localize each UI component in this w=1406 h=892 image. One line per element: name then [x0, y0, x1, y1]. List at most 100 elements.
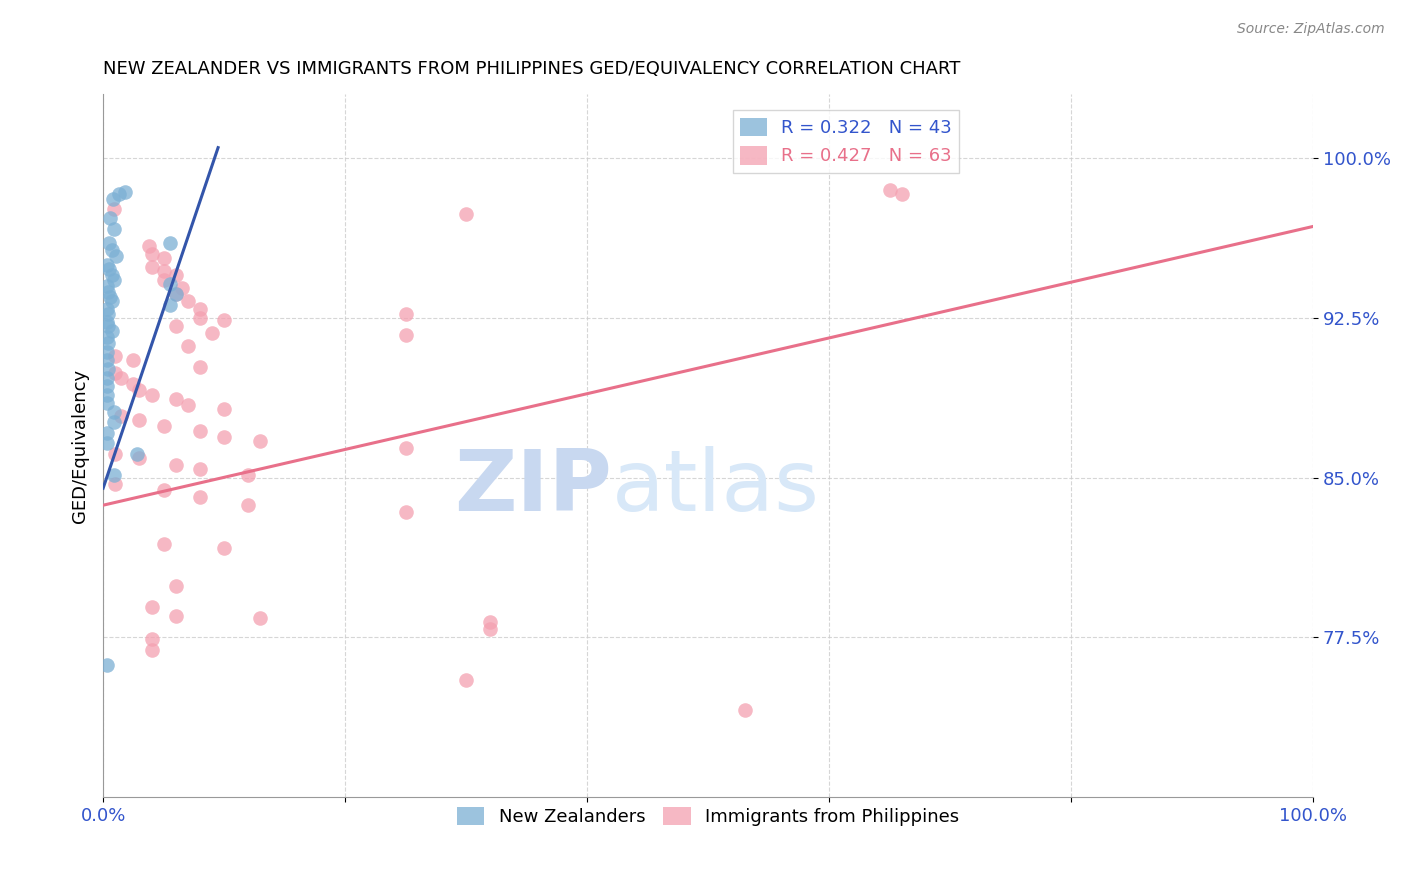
Point — [159, 298, 181, 312]
Point — [100, 211, 122, 225]
Point — [101, 192, 124, 206]
Point — [100, 290, 122, 304]
Text: atlas: atlas — [612, 446, 820, 529]
Point — [479, 615, 502, 630]
Point — [734, 702, 756, 716]
Point — [456, 673, 478, 687]
Legend: New Zealanders, Immigrants from Philippines: New Zealanders, Immigrants from Philippi… — [450, 799, 966, 833]
Point — [96, 353, 118, 368]
Point — [96, 258, 118, 272]
Point — [96, 345, 118, 359]
Point — [249, 434, 271, 449]
Point — [108, 187, 131, 202]
Point — [141, 247, 163, 261]
Point — [97, 285, 120, 300]
Point — [110, 409, 132, 423]
Point — [141, 387, 163, 401]
Point — [96, 657, 118, 672]
Point — [165, 287, 187, 301]
Point — [103, 404, 125, 418]
Point — [110, 370, 132, 384]
Point — [141, 600, 163, 615]
Point — [159, 277, 181, 291]
Point — [97, 362, 120, 376]
Point — [238, 498, 260, 512]
Point — [125, 447, 148, 461]
Point — [152, 252, 174, 266]
Text: NEW ZEALANDER VS IMMIGRANTS FROM PHILIPPINES GED/EQUIVALENCY CORRELATION CHART: NEW ZEALANDER VS IMMIGRANTS FROM PHILIPP… — [103, 60, 960, 78]
Point — [100, 293, 122, 308]
Point — [165, 268, 187, 283]
Point — [97, 336, 120, 351]
Point — [96, 302, 118, 317]
Point — [152, 483, 174, 498]
Point — [879, 183, 901, 197]
Point — [177, 293, 200, 308]
Point — [165, 287, 187, 301]
Point — [152, 272, 174, 286]
Point — [188, 302, 211, 317]
Point — [104, 477, 127, 491]
Point — [170, 281, 193, 295]
Point — [165, 608, 187, 623]
Point — [141, 632, 163, 647]
Point — [122, 353, 145, 368]
Point — [141, 643, 163, 657]
Point — [98, 236, 121, 251]
Point — [395, 327, 418, 342]
Point — [212, 541, 235, 555]
Point — [212, 402, 235, 417]
Point — [138, 238, 160, 252]
Point — [96, 379, 118, 393]
Point — [98, 262, 121, 277]
Point — [96, 315, 118, 329]
Point — [177, 338, 200, 352]
Point — [165, 579, 187, 593]
Point — [97, 319, 120, 334]
Point — [103, 468, 125, 483]
Point — [96, 370, 118, 384]
Point — [188, 490, 211, 504]
Point — [479, 622, 502, 636]
Text: ZIP: ZIP — [454, 446, 612, 529]
Point — [188, 359, 211, 374]
Point — [100, 324, 122, 338]
Point — [201, 326, 224, 340]
Point — [212, 430, 235, 444]
Point — [212, 313, 235, 327]
Point — [96, 436, 118, 450]
Point — [96, 330, 118, 344]
Point — [188, 310, 211, 325]
Point — [96, 279, 118, 293]
Point — [100, 243, 122, 257]
Point — [456, 206, 478, 220]
Point — [128, 384, 150, 398]
Point — [165, 392, 187, 406]
Point — [395, 505, 418, 519]
Point — [141, 260, 163, 274]
Point — [890, 187, 912, 202]
Point — [122, 376, 145, 391]
Point — [159, 236, 181, 251]
Point — [395, 441, 418, 455]
Point — [103, 415, 125, 429]
Y-axis label: GED/Equivalency: GED/Equivalency — [72, 368, 89, 523]
Point — [104, 349, 127, 363]
Point — [188, 462, 211, 476]
Point — [114, 186, 136, 200]
Point — [249, 611, 271, 625]
Point — [152, 419, 174, 434]
Point — [105, 249, 128, 263]
Point — [238, 468, 260, 483]
Point — [96, 396, 118, 410]
Point — [96, 387, 118, 401]
Point — [96, 425, 118, 440]
Point — [103, 272, 125, 286]
Point — [128, 451, 150, 466]
Point — [188, 424, 211, 438]
Text: Source: ZipAtlas.com: Source: ZipAtlas.com — [1237, 22, 1385, 37]
Point — [152, 264, 174, 278]
Point — [395, 307, 418, 321]
Point — [177, 398, 200, 412]
Point — [103, 202, 125, 217]
